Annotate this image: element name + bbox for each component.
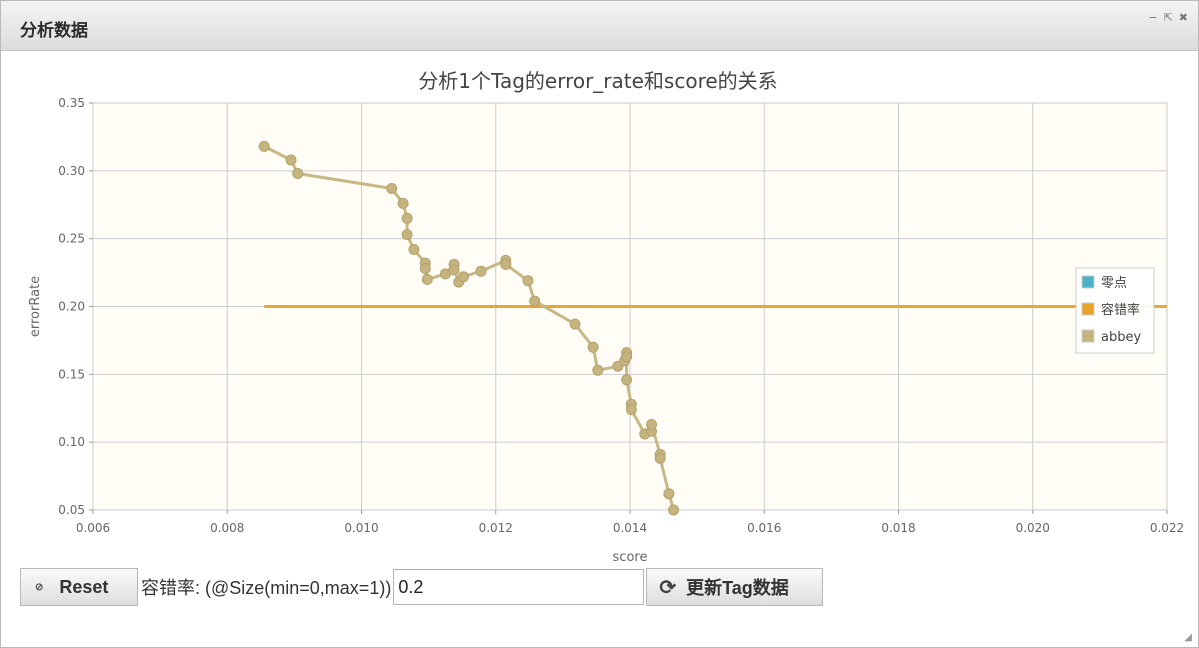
data-point[interactable]: [408, 244, 420, 255]
x-axis-label: score: [613, 550, 648, 565]
update-tag-data-button[interactable]: ⟳ 更新Tag数据: [646, 568, 824, 606]
data-point[interactable]: [569, 318, 581, 330]
data-point[interactable]: [258, 140, 270, 152]
data-point[interactable]: [292, 168, 304, 179]
data-point[interactable]: [654, 452, 666, 464]
data-point[interactable]: [522, 275, 534, 287]
resize-handle-icon[interactable]: ◢: [1184, 632, 1192, 643]
y-tick-label: 0.35: [58, 96, 85, 110]
y-tick-label: 0.05: [58, 503, 85, 517]
data-point[interactable]: [621, 374, 633, 386]
legend-swatch: [1081, 329, 1095, 343]
window-titlebar[interactable]: 分析数据 − ⇱ ✖: [1, 1, 1198, 51]
chart-title: 分析1个Tag的error_rate和score的关系: [418, 69, 777, 93]
y-tick-label: 0.20: [58, 300, 85, 314]
data-point[interactable]: [587, 341, 599, 353]
y-tick-label: 0.30: [58, 164, 85, 178]
chart-canvas: 分析1个Tag的error_rate和score的关系 0.05 0.10 0.15…: [28, 69, 1184, 565]
y-tick-label: 0.15: [58, 367, 85, 381]
data-point[interactable]: [397, 197, 409, 209]
legend-swatch: [1081, 275, 1095, 289]
refresh-icon: ⟳: [659, 576, 677, 599]
x-tick-label: 0.010: [344, 521, 378, 535]
x-axis-ticks: 0.006 0.008 0.010 0.012 0.014 0.016 0.018 0.020…: [76, 510, 1184, 535]
data-point[interactable]: [401, 229, 413, 241]
data-point[interactable]: [529, 295, 541, 307]
y-tick-label: 0.10: [58, 435, 85, 449]
close-icon[interactable]: ✖: [1178, 11, 1188, 24]
data-point[interactable]: [592, 364, 604, 376]
data-point[interactable]: [500, 258, 512, 270]
data-point[interactable]: [621, 351, 633, 363]
window-controls: − ⇱ ✖: [1148, 12, 1188, 24]
update-button-label: 更新Tag数据: [686, 578, 789, 598]
data-point[interactable]: [386, 183, 398, 194]
tolerance-label: 容错率: (@Size(min=0,max=1)): [141, 578, 392, 598]
toolbar: ⊘ Reset 容错率: (@Size(min=0,max=1)) ⟳ 更新Ta…: [20, 568, 824, 606]
data-point[interactable]: [646, 419, 657, 430]
y-axis-label: errorRate: [28, 276, 43, 337]
data-point[interactable]: [475, 265, 487, 277]
y-axis-ticks: 0.05 0.10 0.15 0.20 0.25 0.30 0.35: [58, 96, 93, 517]
minimize-icon[interactable]: −: [1148, 11, 1158, 24]
data-point[interactable]: [419, 263, 431, 274]
error-rate-score-chart: 分析1个Tag的error_rate和score的关系 0.05 0.10 0.15…: [1, 51, 1198, 571]
x-tick-label: 0.018: [881, 521, 915, 535]
legend-swatch: [1081, 302, 1095, 316]
circle-icon: ⊘: [35, 581, 44, 593]
data-point[interactable]: [448, 264, 460, 276]
data-point[interactable]: [663, 488, 675, 500]
y-tick-label: 0.25: [58, 232, 85, 246]
data-point[interactable]: [401, 212, 413, 224]
data-point[interactable]: [625, 404, 637, 416]
series-layer: [258, 140, 1167, 516]
data-point[interactable]: [458, 271, 469, 283]
data-point[interactable]: [285, 154, 297, 166]
tolerance-input[interactable]: [393, 569, 645, 605]
x-tick-label: 0.006: [76, 521, 110, 535]
window-title: 分析数据: [20, 21, 88, 41]
legend-item-label[interactable]: 零点: [1101, 276, 1127, 291]
data-point[interactable]: [421, 273, 433, 285]
data-point[interactable]: [668, 504, 680, 516]
reset-button[interactable]: ⊘ Reset: [20, 568, 138, 606]
x-tick-label: 0.016: [747, 521, 781, 535]
x-tick-label: 0.022: [1150, 521, 1184, 535]
x-tick-label: 0.014: [613, 521, 647, 535]
legend-item-label[interactable]: 容错率: [1101, 302, 1140, 318]
reset-button-label: Reset: [59, 576, 109, 597]
legend-item-label[interactable]: abbey: [1101, 330, 1141, 345]
popout-icon[interactable]: ⇱: [1163, 11, 1173, 24]
x-tick-label: 0.020: [1016, 521, 1050, 535]
x-tick-label: 0.008: [210, 521, 244, 535]
x-tick-label: 0.012: [479, 521, 513, 535]
